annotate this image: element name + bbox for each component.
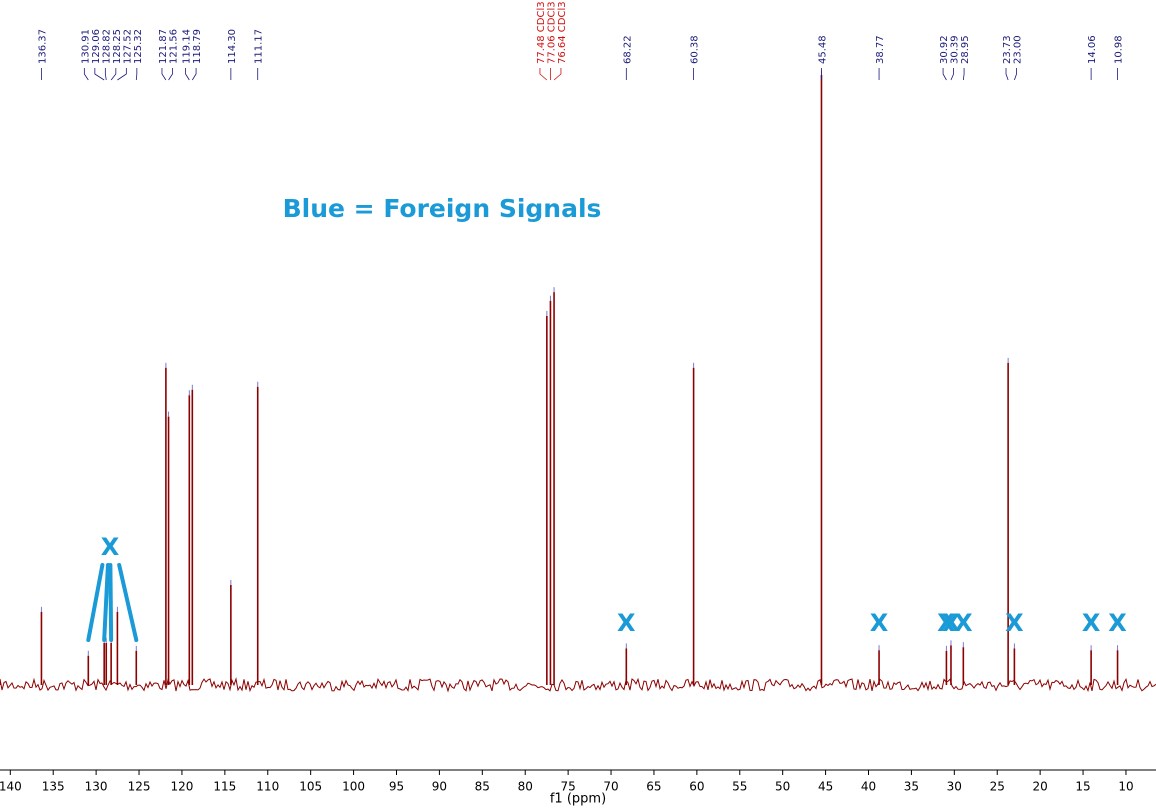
peak-label: 30.92 <box>939 35 950 64</box>
flag-pointer <box>108 563 114 642</box>
peak-label-leader <box>539 68 548 81</box>
x-tick-label: 45 <box>818 780 833 794</box>
x-tick-label: 10 <box>1118 780 1133 794</box>
peak-label-leader <box>962 68 965 81</box>
peak-label-leader <box>950 68 954 81</box>
x-tick-label: 120 <box>170 780 193 794</box>
peak-label: 111.17 <box>254 29 265 64</box>
peak-label: 121.56 <box>168 29 179 64</box>
peak-label: 127.52 <box>122 29 133 64</box>
peak-label-leader <box>1014 68 1017 81</box>
peak-label-leader <box>185 68 190 81</box>
peak-label-leader <box>117 68 127 81</box>
peak-label: 45.48 <box>817 35 828 64</box>
peak-label: 30.39 <box>950 35 961 64</box>
x-tick-label: 140 <box>0 780 22 794</box>
x-tick-label: 130 <box>85 780 108 794</box>
x-tick-label: 125 <box>128 780 151 794</box>
peak-label: 128.25 <box>112 29 123 64</box>
x-axis-label: f1 (ppm) <box>550 792 606 807</box>
flag: X <box>1005 609 1024 637</box>
peak-label: 68.22 <box>622 35 633 64</box>
flag: X <box>937 609 956 637</box>
peak-label: 76.64 CDCl3 <box>557 1 568 64</box>
peak-label: 130.91 <box>80 29 91 64</box>
peak-label: 10.98 <box>1114 35 1125 64</box>
peak-label-leader <box>942 68 947 81</box>
peak-label-leader <box>83 68 89 81</box>
peak-label: 136.37 <box>37 29 48 64</box>
peak-label: 119.14 <box>182 29 193 64</box>
flag: X <box>942 609 961 637</box>
x-tick-label: 95 <box>389 780 404 794</box>
x-tick-label: 115 <box>213 780 236 794</box>
peak-label: 125.32 <box>133 29 144 64</box>
x-tick-label: 110 <box>256 780 279 794</box>
flag-pointer <box>86 563 105 642</box>
peak-label-leader <box>161 68 167 81</box>
flag-pointer <box>102 563 110 642</box>
peak-label-leader <box>104 68 107 81</box>
x-tick-label: 60 <box>689 780 704 794</box>
peak-label: 23.00 <box>1013 35 1024 64</box>
peak-label: 77.06 CDCl3 <box>546 1 557 64</box>
x-tick-label: 100 <box>342 780 365 794</box>
peak-label: 60.38 <box>690 35 701 64</box>
peak-label-leader <box>553 68 562 81</box>
peak-label: 28.95 <box>960 35 971 64</box>
peak-label: 77.48 CDCl3 <box>536 1 547 64</box>
x-tick-label: 90 <box>432 780 447 794</box>
x-tick-label: 35 <box>904 780 919 794</box>
x-tick-label: 135 <box>42 780 65 794</box>
peak-label: 114.30 <box>227 29 238 64</box>
peak-label-leader <box>191 68 197 81</box>
x-tick-label: 85 <box>475 780 490 794</box>
flag: X <box>617 609 636 637</box>
peak-label-leader <box>1005 68 1009 81</box>
flag: X <box>1082 609 1101 637</box>
peak-label-leader <box>94 68 105 81</box>
peak-label: 23.73 <box>1002 35 1013 64</box>
peak-label: 118.79 <box>192 29 203 64</box>
peak-label-leader <box>110 68 117 81</box>
flag: X <box>101 533 120 561</box>
flag-pointer <box>117 563 139 642</box>
x-tick-label: 105 <box>299 780 322 794</box>
x-tick-label: 80 <box>518 780 533 794</box>
x-tick-label: 75 <box>560 780 575 794</box>
x-tick-label: 40 <box>861 780 876 794</box>
x-tick-label: 70 <box>603 780 618 794</box>
x-tick-label: 65 <box>646 780 661 794</box>
peak-label: 129.06 <box>91 29 102 64</box>
peak-label: 14.06 <box>1087 35 1098 64</box>
flag: X <box>870 609 889 637</box>
flag: X <box>1108 609 1127 637</box>
peak-label: 121.87 <box>158 29 169 64</box>
peak-label-leader <box>135 68 138 81</box>
flag: X <box>954 609 973 637</box>
x-tick-label: 30 <box>947 780 962 794</box>
x-tick-label: 20 <box>1033 780 1048 794</box>
peak-label: 128.82 <box>101 29 112 64</box>
x-tick-label: 25 <box>990 780 1005 794</box>
x-tick-label: 55 <box>732 780 747 794</box>
peak-label: 38.77 <box>875 35 886 64</box>
annotation: Blue = Foreign Signals <box>283 194 602 223</box>
x-tick-label: 50 <box>775 780 790 794</box>
peak-label-leader <box>168 68 173 81</box>
baseline-noise <box>0 677 1156 693</box>
x-tick-label: 15 <box>1075 780 1090 794</box>
